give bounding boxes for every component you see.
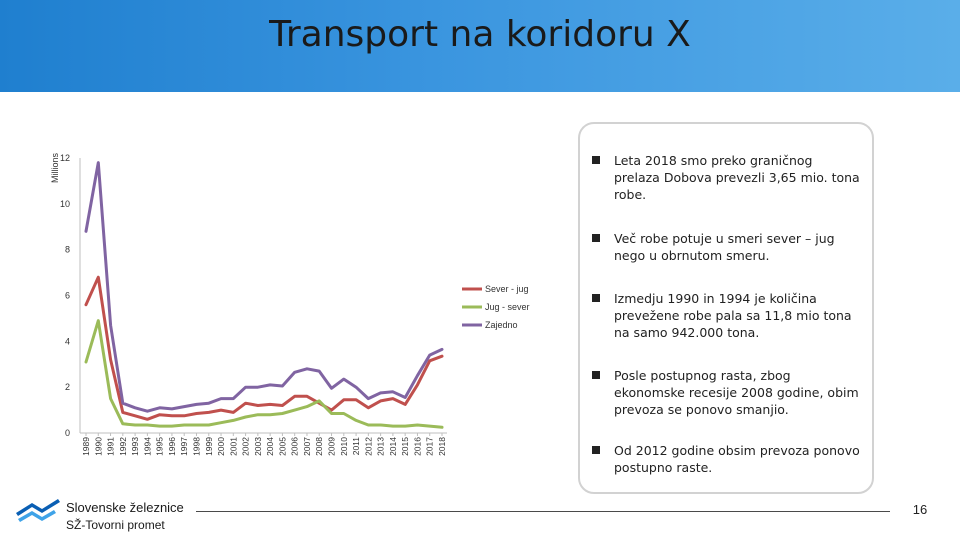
x-tick-label: 2005 xyxy=(277,437,287,456)
legend: Sever - jug Jug - sever Zajedno xyxy=(462,284,530,330)
x-tick-label: 1991 xyxy=(106,437,116,456)
x-tick-label: 1993 xyxy=(130,437,140,456)
company-name: Slovenske železnice xyxy=(66,500,184,515)
x-tick-label: 2010 xyxy=(339,437,349,456)
y-tick-label: 2 xyxy=(65,382,70,392)
x-tick-label: 2012 xyxy=(363,437,373,456)
series-lines xyxy=(84,161,444,429)
x-tick-label: 2018 xyxy=(437,437,447,456)
x-tick-label: 2001 xyxy=(228,437,238,456)
series-line-1 xyxy=(84,319,444,429)
y-axis-label: Millions xyxy=(50,153,60,184)
x-tick-label: 1990 xyxy=(93,437,103,456)
bullet-card xyxy=(578,122,874,494)
x-tick-label: 1989 xyxy=(81,437,91,456)
x-axis: 1989 1990 1991 1992 1993 1994 1995 1996 1997 1998… xyxy=(80,432,447,456)
y-tick-label: 8 xyxy=(65,245,70,255)
x-tick-label: 1998 xyxy=(191,437,201,456)
bullet-text: Posle postupnog rasta, zbog ekonomske re… xyxy=(614,368,859,417)
page-number: 16 xyxy=(912,502,928,517)
legend-label: Sever - jug xyxy=(485,284,529,294)
x-tick-label: 2009 xyxy=(327,437,337,456)
x-tick-label: 2006 xyxy=(290,437,300,456)
x-tick-label: 1994 xyxy=(142,437,152,456)
bullet-square-icon xyxy=(592,234,600,242)
header-bar: Transport na koridoru X xyxy=(0,0,960,92)
x-tick-label: 2014 xyxy=(388,437,398,456)
bullet-square-icon xyxy=(592,156,600,164)
x-tick-label: 1992 xyxy=(118,437,128,456)
x-tick-label: 2017 xyxy=(425,437,435,456)
legend-label: Zajedno xyxy=(485,320,518,330)
bullet-item: Izmedju 1990 in 1994 je količina preveže… xyxy=(592,290,862,341)
company-division: SŽ-Tovorni promet xyxy=(66,518,165,532)
bullet-square-icon xyxy=(592,371,600,379)
y-tick-label: 0 xyxy=(65,428,70,438)
x-tick-label: 1997 xyxy=(179,437,189,456)
bullet-item: Leta 2018 smo preko graničnog prelaza Do… xyxy=(592,152,862,203)
footer-divider xyxy=(196,511,890,512)
bullet-text: Od 2012 godine obsim prevoza ponovo post… xyxy=(614,443,860,475)
railway-logo-icon xyxy=(16,499,60,522)
x-tick-label: 2003 xyxy=(253,437,263,456)
x-tick-label: 2016 xyxy=(412,437,422,456)
x-tick-label: 2015 xyxy=(400,437,410,456)
y-tick-label: 6 xyxy=(65,291,70,301)
bullet-text: Več robe potuje u smeri sever – jug nego… xyxy=(614,231,835,263)
x-tick-label: 1996 xyxy=(167,437,177,456)
series-line-2 xyxy=(84,161,444,413)
y-tick-label: 4 xyxy=(65,336,70,346)
x-tick-label: 2013 xyxy=(376,437,386,456)
page-title: Transport na koridoru X xyxy=(269,14,691,55)
bullet-item: Več robe potuje u smeri sever – jug nego… xyxy=(592,230,862,264)
y-tick-label: 12 xyxy=(60,153,70,163)
legend-label: Jug - sever xyxy=(485,302,530,312)
x-tick-label: 2008 xyxy=(314,437,324,456)
x-tick-label: 2011 xyxy=(351,437,361,456)
x-tick-label: 2000 xyxy=(216,437,226,456)
bullet-square-icon xyxy=(592,446,600,454)
bullet-square-icon xyxy=(592,294,600,302)
x-tick-label: 2007 xyxy=(302,437,312,456)
bullet-text: Leta 2018 smo preko graničnog prelaza Do… xyxy=(614,153,860,202)
bullet-item: Posle postupnog rasta, zbog ekonomske re… xyxy=(592,367,862,418)
y-tick-label: 10 xyxy=(60,199,70,209)
x-tick-label: 1999 xyxy=(204,437,214,456)
bullet-text: Izmedju 1990 in 1994 je količina preveže… xyxy=(614,291,852,340)
series-line-0 xyxy=(84,275,444,421)
x-tick-label: 2002 xyxy=(241,437,251,456)
x-tick-label: 1995 xyxy=(155,437,165,456)
bullet-item: Od 2012 godine obsim prevoza ponovo post… xyxy=(592,442,862,476)
x-tick-label: 2004 xyxy=(265,437,275,456)
